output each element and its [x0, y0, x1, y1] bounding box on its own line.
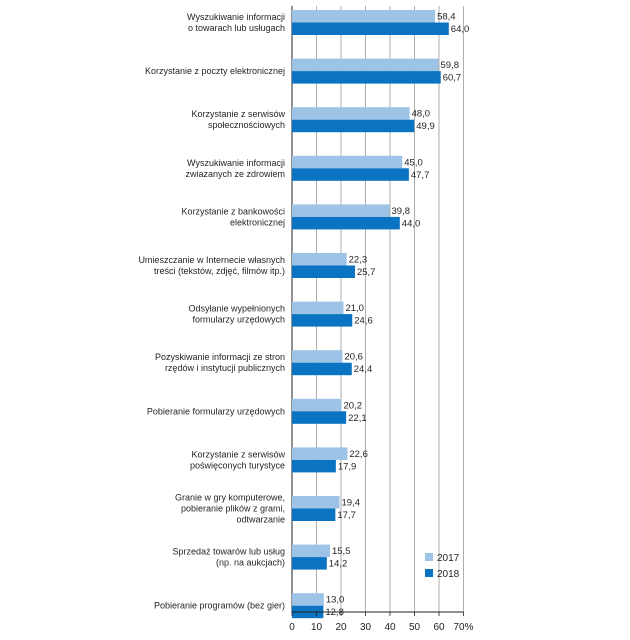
bar-2017: [292, 496, 340, 509]
x-axis: 0 10 20 30 40 50 60 70%: [289, 611, 474, 633]
data-label-2018: 24,6: [354, 316, 373, 327]
bar-2018: [292, 22, 449, 35]
bar-2017: [292, 10, 436, 23]
category-label: Korzystanie z poczty elektronicznej: [145, 66, 285, 76]
bar-2017: [292, 253, 347, 266]
legend-label-2017: 2017: [437, 553, 460, 564]
category-label: Korzystanie z serwisów poświęconych turys…: [190, 449, 286, 470]
data-label-2017: 20,6: [344, 352, 363, 363]
data-label-2018: 17,9: [338, 461, 357, 472]
data-label-2018: 14,2: [329, 559, 348, 570]
bar-2018: [292, 71, 441, 84]
category-label: Pobieranie formularzy urzędowych: [147, 406, 285, 416]
category-label: Wyszukiwanie informacji zwiazanych ze zdr…: [185, 158, 285, 179]
bar-2018: [292, 459, 336, 473]
data-label-2018: 49,9: [416, 121, 435, 132]
category-label: Pobieranie programów (bez gier): [154, 601, 285, 611]
category-label: Umieszczanie w Internecie własnych treści…: [138, 255, 285, 276]
labels: 58,464,0 Wyszukiwanie informacji o towarac…: [138, 12, 469, 619]
x-tick-label: 20: [335, 622, 347, 633]
bar-2018: [292, 216, 400, 230]
data-label-2018: 12,8: [325, 607, 344, 618]
bar-2017: [292, 58, 439, 72]
bar-2017: [292, 398, 342, 412]
x-tick-label: 70%: [453, 622, 473, 633]
legend-swatch-2017: [425, 553, 433, 561]
bars: [292, 10, 449, 619]
x-tick-label: 0: [289, 622, 295, 633]
category-label: Wyszukiwanie informacji o towarach lub us…: [187, 12, 285, 33]
x-tick-label: 10: [311, 622, 323, 633]
category-label: Odsyłanie wypełnionych formularzy urzędow…: [188, 304, 285, 325]
data-label-2018: 47,7: [411, 170, 430, 181]
category-label: Pozyskiwanie informacji ze stron rzędów i…: [155, 352, 285, 373]
bar-2017: [292, 107, 410, 120]
data-label-2017: 20,2: [343, 400, 362, 411]
bar-2018: [292, 508, 336, 521]
category-label: Korzystanie z serwisów społecznościowych: [191, 109, 285, 130]
bar-2017: [292, 593, 324, 606]
bar-2018: [292, 314, 353, 327]
data-label-2017: 58,4: [437, 12, 456, 23]
bar-2018: [292, 265, 355, 278]
category-label: Granie w gry komputerowe, pobieranie plik…: [175, 493, 285, 525]
legend: 2017 2018: [425, 553, 460, 580]
bar-2018: [292, 168, 409, 181]
category-label: Korzystanie z bankowości elektronicznej: [181, 206, 285, 227]
bar-2017: [292, 350, 343, 363]
bar-2017: [292, 301, 344, 315]
x-tick-label: 50: [409, 622, 421, 633]
bar-2017: [292, 204, 390, 217]
data-label-2018: 24,4: [354, 364, 373, 375]
bar-2018: [292, 411, 347, 424]
data-label-2018: 17,7: [337, 510, 356, 521]
data-label-2018: 44,0: [402, 218, 421, 229]
bar-2018: [292, 119, 415, 133]
data-label-2017: 19,4: [342, 498, 361, 509]
data-label-2017: 15,5: [332, 546, 351, 557]
x-tick-label: 60: [433, 622, 445, 633]
data-label-2017: 21,0: [345, 303, 364, 314]
data-label-2018: 25,7: [357, 267, 376, 278]
data-label-2018: 60,7: [443, 73, 462, 84]
bar-2018: [292, 362, 352, 376]
data-label-2017: 39,8: [392, 206, 411, 217]
legend-swatch-2018: [425, 569, 433, 577]
bar-2017: [292, 447, 348, 460]
data-label-2018: 64,0: [451, 24, 470, 35]
data-label-2017: 22,3: [349, 255, 368, 266]
category-label: Sprzedaż towarów lub usług (np. na aukcja…: [172, 547, 285, 568]
data-label-2017: 22,6: [349, 449, 368, 460]
bar-2017: [292, 155, 403, 169]
data-label-2017: 45,0: [404, 157, 423, 168]
bar-2018: [292, 557, 327, 570]
data-label-2017: 48,0: [412, 109, 431, 120]
x-tick-label: 40: [384, 622, 396, 633]
data-label-2018: 22,1: [348, 413, 367, 424]
bar-2017: [292, 544, 330, 558]
data-label-2017: 13,0: [326, 595, 345, 606]
data-label-2017: 59,8: [441, 60, 460, 71]
legend-label-2018: 2018: [437, 569, 460, 580]
x-tick-label: 30: [360, 622, 372, 633]
